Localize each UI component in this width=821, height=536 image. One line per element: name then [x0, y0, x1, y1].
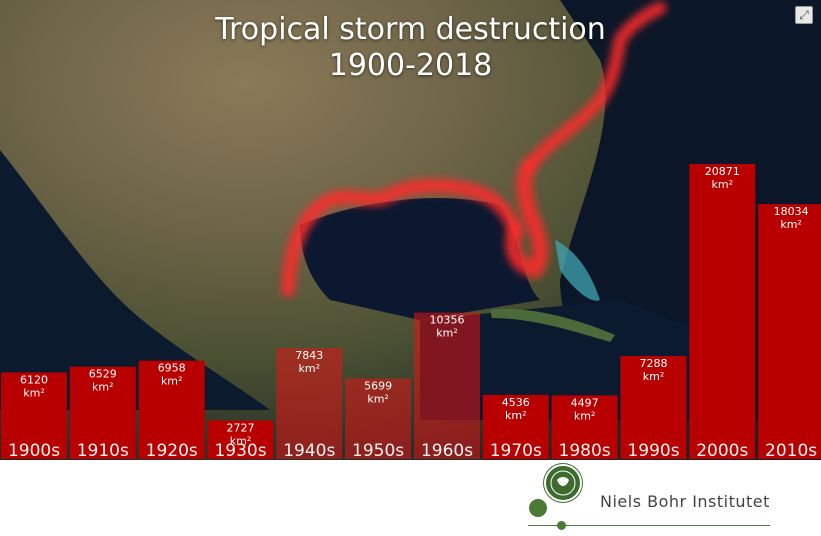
bar-value-label: 2727 — [227, 422, 255, 435]
chart-stage: Tropical storm destruction 1900-2018 612… — [0, 0, 821, 460]
niels-bohr-logo — [544, 464, 582, 502]
x-tick-label: 1950s — [352, 441, 404, 460]
bar-value-label: 10356 — [430, 314, 465, 327]
bar-value-label: 6529 — [89, 368, 117, 381]
x-tick-label: 1920s — [146, 441, 198, 460]
bar-1940s — [276, 348, 343, 459]
x-tick-label: 1980s — [559, 441, 611, 460]
bar-unit-label: km² — [299, 362, 321, 375]
bar-unit-label: km² — [436, 327, 458, 340]
chart-subtitle: 1900-2018 — [328, 48, 493, 83]
storm-path-florida — [505, 157, 549, 280]
footer: Niels Bohr Institutet — [0, 460, 821, 536]
bar-value-label: 5699 — [364, 379, 392, 392]
x-tick-label: 1940s — [283, 441, 335, 460]
bar-2000s — [689, 164, 756, 459]
bar-value-label: 18034 — [774, 205, 809, 218]
bar-value-label: 6958 — [158, 362, 186, 375]
x-tick-label: 1970s — [490, 441, 542, 460]
bar-unit-label: km² — [574, 409, 596, 422]
bar-unit-label: km² — [712, 178, 734, 191]
x-tick-label: 1960s — [421, 441, 473, 460]
bar-value-label: 7843 — [295, 349, 323, 362]
bar-unit-label: km² — [643, 370, 665, 383]
gulf-of-mexico — [300, 197, 540, 320]
storm-path-atlantic-coast — [523, 1, 667, 172]
bar-value-label: 7288 — [640, 357, 668, 370]
decorative-dot-large — [529, 499, 547, 517]
bar-1990s — [620, 356, 687, 459]
bar-value-label: 4497 — [571, 396, 599, 409]
decorative-line — [528, 525, 770, 526]
bar-value-label: 4536 — [502, 396, 530, 409]
bar-unit-label: km² — [367, 392, 389, 405]
bar-chart: 6120km²1900s6529km²1910s6958km²1920s2727… — [1, 164, 821, 460]
bar-unit-label: km² — [161, 375, 183, 388]
bar-unit-label: km² — [230, 435, 252, 448]
bar-unit-label: km² — [23, 387, 45, 400]
bar-value-label: 6120 — [20, 374, 48, 387]
bar-1920s — [138, 360, 205, 459]
x-tick-label: 1910s — [77, 441, 129, 460]
bar-unit-label: km² — [505, 409, 527, 422]
bar-1970s — [482, 394, 549, 459]
x-tick-label: 1930s — [214, 441, 266, 460]
bar-1930s — [207, 420, 274, 459]
x-tick-label: 1990s — [627, 441, 679, 460]
pacific-ocean — [0, 150, 270, 410]
bar-2010s — [758, 204, 821, 459]
bar-unit-label: km² — [92, 381, 114, 394]
bahamas-shoals — [555, 240, 600, 301]
bar-1960s — [414, 312, 480, 459]
bar-unit-label: km² — [780, 218, 802, 231]
x-tick-label: 1900s — [8, 441, 60, 460]
bar-1900s — [1, 372, 67, 459]
bar-1910s — [69, 366, 136, 459]
expand-icon[interactable]: ⤢ — [795, 6, 813, 24]
institution-name: Niels Bohr Institutet — [600, 492, 770, 511]
chart-title: Tropical storm destruction — [215, 12, 606, 47]
bar-1950s — [345, 378, 412, 459]
bar-1980s — [551, 395, 618, 459]
storm-path-gulf-coast — [281, 178, 522, 297]
x-tick-label: 2000s — [696, 441, 748, 460]
x-tick-label: 2010s — [765, 441, 817, 460]
cuba-island — [490, 309, 615, 342]
bar-value-label: 20871 — [705, 165, 740, 178]
